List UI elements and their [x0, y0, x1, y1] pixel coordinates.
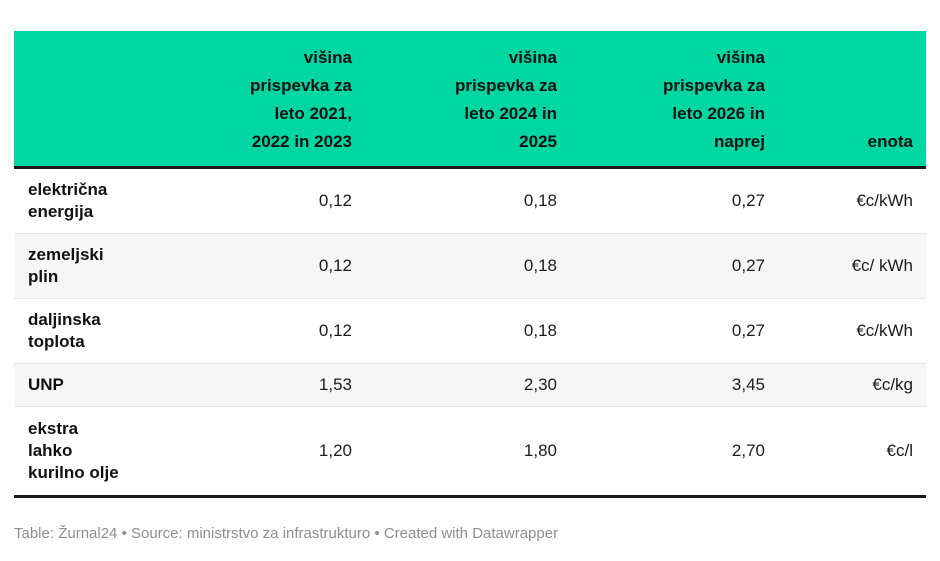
col-header-2026: višina prispevka za leto 2026 in naprej — [570, 31, 778, 167]
cell-value: 2,70 — [731, 440, 765, 460]
cell-unit: €c/kWh — [856, 190, 913, 210]
cell-value: 0,18 — [523, 190, 557, 210]
col-header-2021-2023: višina prispevka za leto 2021, 2022 in 2… — [179, 31, 365, 167]
cell-unit: €c/ kWh — [851, 255, 913, 275]
cell-value: 1,20 — [318, 440, 352, 460]
contributions-table-container: višina prispevka za leto 2021, 2022 in 2… — [14, 31, 926, 498]
cell-value: 1,80 — [523, 440, 557, 460]
table-body: električna energija 0,12 0,18 0,27 €c/kW… — [14, 167, 926, 496]
row-label: električna energija — [28, 179, 108, 221]
cell-value: 0,12 — [318, 255, 352, 275]
table-row: UNP 1,53 2,30 3,45 €c/kg — [14, 363, 926, 406]
table-header: višina prispevka za leto 2021, 2022 in 2… — [14, 31, 926, 167]
table-attribution: Table: Žurnal24 • Source: ministrstvo za… — [14, 525, 559, 542]
cell-value: 0,12 — [318, 320, 352, 340]
cell-value: 0,18 — [523, 255, 557, 275]
cell-value: 3,45 — [731, 374, 765, 394]
cell-value: 0,12 — [318, 190, 352, 210]
contributions-table: višina prispevka za leto 2021, 2022 in 2… — [14, 31, 926, 498]
col-header-unit: enota — [778, 31, 926, 167]
row-label: ekstra lahko kurilno olje — [28, 418, 119, 482]
table-row: daljinska toplota 0,12 0,18 0,27 €c/kWh — [14, 298, 926, 363]
row-label: daljinska toplota — [28, 309, 101, 351]
col-header-empty — [14, 31, 179, 167]
row-label: UNP — [28, 374, 64, 394]
cell-value: 0,18 — [523, 320, 557, 340]
table-row: zemeljski plin 0,12 0,18 0,27 €c/ kWh — [14, 233, 926, 298]
cell-value: 1,53 — [318, 374, 352, 394]
table-row: ekstra lahko kurilno olje 1,20 1,80 2,70… — [14, 406, 926, 496]
col-header-2024-2025: višina prispevka za leto 2024 in 2025 — [365, 31, 570, 167]
row-label: zemeljski plin — [28, 244, 104, 286]
table-row: električna energija 0,12 0,18 0,27 €c/kW… — [14, 167, 926, 233]
cell-unit: €c/l — [886, 440, 913, 460]
cell-value: 2,30 — [523, 374, 557, 394]
cell-unit: €c/kg — [872, 374, 913, 394]
cell-value: 0,27 — [731, 320, 765, 340]
cell-value: 0,27 — [731, 255, 765, 275]
cell-unit: €c/kWh — [856, 320, 913, 340]
cell-value: 0,27 — [731, 190, 765, 210]
